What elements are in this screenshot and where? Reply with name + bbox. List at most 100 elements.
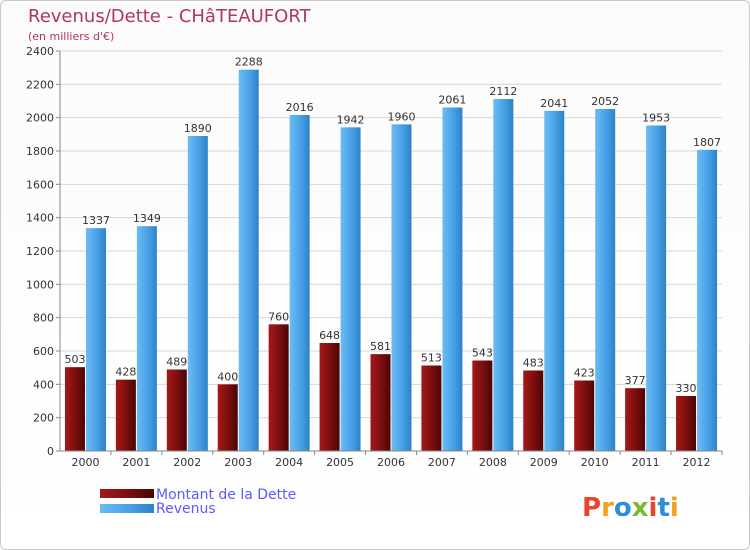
bar-debt-2001 bbox=[115, 379, 136, 451]
bar-debt-2010 bbox=[574, 380, 595, 451]
x-tick-label-2008: 2008 bbox=[479, 456, 507, 469]
bar-debt-2008 bbox=[472, 360, 493, 451]
x-tick-label-2000: 2000 bbox=[71, 456, 99, 469]
x-tick-label-2009: 2009 bbox=[530, 456, 558, 469]
bar-revenue-2005 bbox=[340, 127, 361, 451]
bar-debt-2009 bbox=[523, 370, 544, 451]
logo-letter: i bbox=[649, 493, 658, 523]
logo-letter: i bbox=[670, 493, 679, 523]
logo-letter: P bbox=[582, 493, 601, 523]
legend-item-debt: Montant de la Dette bbox=[100, 487, 296, 503]
y-tick-label: 1800 bbox=[26, 145, 54, 158]
y-tick-label: 1200 bbox=[26, 245, 54, 258]
bar-debt-2007 bbox=[421, 365, 442, 451]
chart-title: Revenus/Dette - CHâTEAUFORT bbox=[28, 6, 312, 27]
data-label-revenue-2003: 2288 bbox=[235, 56, 263, 69]
logo-letter: o bbox=[614, 493, 632, 523]
y-tick-label: 2200 bbox=[26, 78, 54, 91]
logo-letter: r bbox=[601, 493, 614, 523]
bar-revenue-2011 bbox=[646, 125, 667, 451]
data-label-revenue-2010: 2052 bbox=[591, 95, 619, 108]
data-label-revenue-2001: 1349 bbox=[133, 212, 161, 225]
x-tick-label-2010: 2010 bbox=[581, 456, 609, 469]
data-label-revenue-2007: 2061 bbox=[438, 94, 466, 107]
x-tick-label-2005: 2005 bbox=[326, 456, 354, 469]
data-label-revenue-2006: 1960 bbox=[388, 110, 416, 123]
bar-debt-2003 bbox=[217, 384, 238, 451]
data-label-revenue-2004: 2016 bbox=[286, 101, 314, 114]
data-label-revenue-2000: 1337 bbox=[82, 214, 110, 227]
legend-label-revenue: Revenus bbox=[156, 501, 216, 517]
x-tick-label-2011: 2011 bbox=[632, 456, 660, 469]
data-label-debt-2012: 330 bbox=[676, 382, 697, 395]
bar-debt-2012 bbox=[676, 396, 697, 451]
y-tick-label: 1000 bbox=[26, 278, 54, 291]
data-label-debt-2007: 513 bbox=[421, 352, 442, 365]
data-label-debt-2009: 483 bbox=[523, 357, 544, 370]
data-label-debt-2011: 377 bbox=[625, 374, 646, 387]
bar-revenue-2012 bbox=[697, 149, 718, 452]
x-tick-label-2007: 2007 bbox=[428, 456, 456, 469]
data-label-revenue-2005: 1942 bbox=[337, 113, 365, 126]
y-tick-label: 800 bbox=[33, 312, 54, 325]
data-label-debt-2004: 760 bbox=[268, 310, 289, 323]
bar-debt-2004 bbox=[268, 324, 289, 451]
x-tick-label-2006: 2006 bbox=[377, 456, 405, 469]
data-label-debt-2003: 400 bbox=[217, 370, 238, 383]
logo-letter: x bbox=[632, 493, 649, 523]
bar-debt-2011 bbox=[625, 388, 646, 451]
y-axis-ticks: 0 200 400 600 800 1000 1200 1400 1600 1800 2000 220… bbox=[26, 45, 60, 458]
data-label-debt-2008: 543 bbox=[472, 347, 493, 360]
bar-revenue-2001 bbox=[136, 226, 157, 451]
bar-debt-2006 bbox=[370, 354, 391, 451]
y-tick-label: 0 bbox=[47, 445, 54, 458]
x-tick-label-2002: 2002 bbox=[173, 456, 201, 469]
chart-subtitle: (en milliers d'€) bbox=[28, 30, 114, 43]
x-tick-label-2001: 2001 bbox=[122, 456, 150, 469]
legend-swatch-debt bbox=[100, 489, 154, 498]
bar-debt-2002 bbox=[166, 369, 187, 451]
bar-debt-2000 bbox=[64, 367, 85, 451]
legend: Montant de la Dette Revenus bbox=[100, 487, 296, 517]
y-tick-label: 200 bbox=[33, 412, 54, 425]
data-label-debt-2002: 489 bbox=[166, 356, 187, 369]
legend-item-revenue: Revenus bbox=[100, 501, 216, 517]
x-tick-label-2004: 2004 bbox=[275, 456, 303, 469]
bar-revenue-2006 bbox=[391, 124, 412, 451]
bar-revenue-2009 bbox=[544, 110, 565, 451]
bar-debt-2005 bbox=[319, 343, 340, 451]
bar-revenue-2000 bbox=[85, 228, 106, 451]
bar-revenue-2010 bbox=[595, 109, 616, 451]
legend-label-debt: Montant de la Dette bbox=[156, 487, 296, 503]
data-label-debt-2006: 581 bbox=[370, 340, 391, 353]
bar-revenue-2008 bbox=[493, 99, 514, 451]
bar-revenue-2003 bbox=[238, 69, 259, 452]
y-tick-label: 400 bbox=[33, 378, 54, 391]
data-label-debt-2001: 428 bbox=[115, 366, 136, 379]
bar-revenue-2002 bbox=[187, 136, 208, 451]
bar-revenue-2007 bbox=[442, 107, 463, 451]
logo-letter: t bbox=[657, 493, 669, 523]
data-label-debt-2005: 648 bbox=[319, 329, 340, 342]
bars bbox=[64, 69, 718, 452]
x-axis-ticks: 2000 2001 2002 2003 2004 2005 2006 2007 2008 2009… bbox=[71, 451, 723, 469]
x-tick-label-2003: 2003 bbox=[224, 456, 252, 469]
data-label-debt-2000: 503 bbox=[64, 353, 85, 366]
data-label-revenue-2008: 2112 bbox=[489, 85, 517, 98]
y-tick-label: 2000 bbox=[26, 112, 54, 125]
data-label-revenue-2012: 1807 bbox=[693, 136, 721, 149]
x-tick-label-2012: 2012 bbox=[683, 456, 711, 469]
y-tick-label: 2400 bbox=[26, 45, 54, 58]
data-label-revenue-2009: 2041 bbox=[540, 97, 568, 110]
data-label-revenue-2002: 1890 bbox=[184, 122, 212, 135]
bar-revenue-2004 bbox=[289, 115, 310, 451]
proxiti-logo: Proxiti bbox=[582, 493, 679, 523]
y-tick-label: 1400 bbox=[26, 212, 54, 225]
data-label-revenue-2011: 1953 bbox=[642, 112, 670, 125]
legend-swatch-revenue bbox=[100, 504, 154, 513]
data-labels: 503 1337 428 1349 489 1890 400 2288 760 2016 648 19… bbox=[64, 56, 721, 395]
y-tick-label: 600 bbox=[33, 345, 54, 358]
y-tick-label: 1600 bbox=[26, 178, 54, 191]
